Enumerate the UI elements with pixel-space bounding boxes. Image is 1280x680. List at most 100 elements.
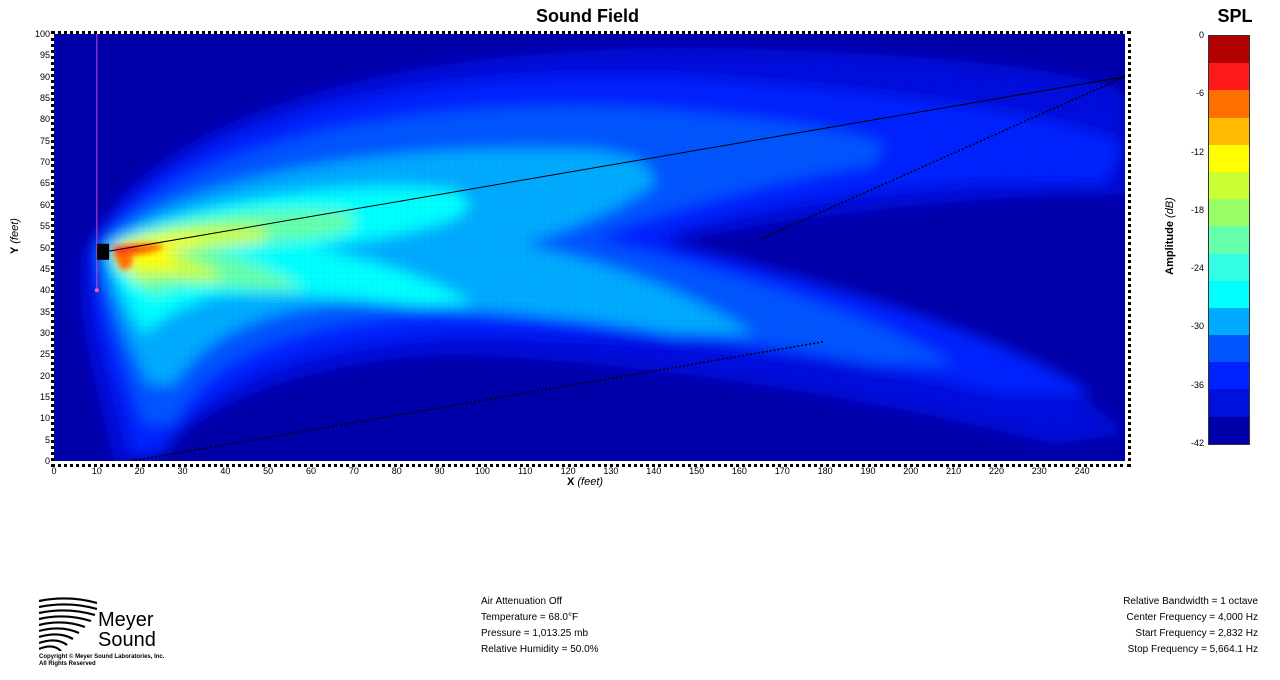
x-tick-label: 90	[434, 466, 445, 476]
colorbar-tick-label: 0	[1198, 30, 1204, 40]
y-tick-label: 100	[34, 29, 50, 39]
y-axis-label-text: Y	[9, 246, 21, 254]
colorbar-band	[1209, 307, 1249, 336]
colorbar-band	[1209, 36, 1249, 64]
x-tick-label: 240	[1074, 466, 1090, 476]
colorbar-axis-label-text: Amplitude	[1164, 221, 1176, 275]
x-axis-label: X (feet)	[540, 476, 630, 488]
x-tick-label: 180	[817, 466, 833, 476]
x-axis-unit: (feet)	[577, 476, 604, 488]
logo-rights-line: All Rights Reserved	[39, 661, 96, 667]
field-level-regions	[54, 34, 1125, 461]
x-tick-label: 50	[263, 466, 274, 476]
colorbar-band	[1209, 253, 1249, 281]
aim-line-top	[105, 76, 1125, 253]
logo-line-2: Sound	[98, 629, 156, 651]
y-tick-label: 25	[39, 349, 50, 360]
plot-frame	[51, 31, 1131, 467]
colorbar-band	[1209, 335, 1249, 363]
x-tick-label: 10	[91, 466, 102, 476]
y-tick-label: 10	[39, 413, 50, 424]
aim-line-right	[760, 76, 1125, 240]
y-tick-label: 85	[39, 93, 50, 104]
x-tick-label: 60	[306, 466, 317, 476]
y-tick-label: 70	[39, 157, 50, 168]
x-tick-label: 80	[391, 466, 402, 476]
x-tick-label: 230	[1031, 466, 1047, 476]
x-tick-label: 190	[860, 466, 876, 476]
colorbar-tick-label: -12	[1190, 146, 1204, 157]
y-tick-label: 95	[39, 50, 50, 61]
colorbar-tick-label: -18	[1190, 204, 1204, 215]
y-tick-label: 80	[39, 114, 50, 125]
y-tick-label: 55	[39, 221, 50, 232]
y-axis-label: Y (feet)	[9, 211, 21, 261]
x-tick-label: 170	[774, 466, 790, 476]
logo-line-1: Meyer	[98, 609, 154, 631]
x-axis-label-text: X	[566, 476, 575, 488]
x-tick-label: 220	[988, 466, 1004, 476]
speaker-origin-marker	[94, 288, 99, 293]
bandwidth-text: Relative Bandwidth = 1 octave	[1123, 596, 1258, 607]
y-tick-label: 0	[44, 456, 50, 466]
colorbar-tick-label: -30	[1190, 321, 1204, 332]
colorbar-band	[1209, 117, 1249, 145]
temperature-text: Temperature = 68.0°F	[481, 612, 579, 623]
colorbar-band	[1209, 226, 1249, 254]
aim-line-bottom	[130, 340, 826, 461]
colorbar-band	[1209, 90, 1249, 118]
x-tick-label: 30	[177, 466, 188, 476]
y-tick-label: 35	[39, 306, 50, 317]
sound-field-plot[interactable]	[54, 34, 1125, 461]
chart-title: Sound Field	[536, 6, 639, 26]
meyer-sound-logo-icon	[39, 597, 97, 651]
x-tick-label: 0	[51, 466, 57, 476]
start-frequency-text: Start Frequency = 2,832 Hz	[1135, 628, 1258, 639]
logo-copyright: Copyright © Meyer Sound Laboratories, In…	[39, 654, 164, 668]
y-axis-unit: (feet)	[9, 218, 21, 244]
x-tick-label: 130	[603, 466, 619, 476]
y-tick-label: 45	[39, 263, 50, 274]
colorbar-tick-label: -36	[1190, 379, 1204, 390]
y-tick-label: 75	[39, 135, 50, 146]
y-tick-label: 40	[39, 285, 50, 296]
y-tick-label: 20	[39, 370, 50, 381]
grid-stairs-overlay	[54, 34, 1125, 461]
x-tick-label: 140	[646, 466, 662, 476]
speaker-array-marker	[97, 243, 110, 260]
logo-copyright-line: Copyright © Meyer Sound Laboratories, In…	[39, 654, 165, 660]
colorbar-axis-unit: (dB)	[1164, 197, 1176, 218]
x-tick-label: 40	[220, 466, 231, 476]
colorbar-tick-label: -42	[1190, 438, 1204, 448]
y-tick-label: 65	[39, 178, 50, 189]
logo-wordmark: Meyer Sound	[98, 610, 156, 650]
x-tick-label: 70	[348, 466, 359, 476]
y-tick-label: 5	[44, 434, 50, 445]
colorbar-band	[1209, 389, 1249, 417]
pressure-text: Pressure = 1,013.25 mb	[481, 628, 589, 639]
stop-frequency-text: Stop Frequency = 5,664.1 Hz	[1127, 644, 1258, 655]
air-attenuation-text: Air Attenuation Off	[481, 596, 562, 607]
x-tick-label: 110	[518, 466, 533, 476]
colorbar-band	[1209, 362, 1249, 390]
x-tick-label: 100	[474, 466, 490, 476]
colorbar-tick-label: -6	[1195, 88, 1204, 99]
colorbar	[1208, 35, 1250, 445]
x-tick-label: 120	[560, 466, 576, 476]
x-tick-label: 150	[689, 466, 705, 476]
colorbar-band	[1209, 199, 1249, 227]
y-tick-label: 15	[39, 391, 50, 402]
colorbar-band	[1209, 171, 1249, 200]
center-frequency-text: Center Frequency = 4,000 Hz	[1126, 612, 1258, 623]
colorbar-tick-label: -24	[1190, 263, 1204, 274]
speaker-geometry	[94, 34, 1125, 461]
colorbar-axis-label: Amplitude (dB)	[1164, 166, 1176, 306]
colorbar-band	[1209, 63, 1249, 91]
colorbar-band	[1209, 280, 1249, 308]
colorbar-band	[1209, 144, 1249, 172]
colorbar-title: SPL	[1217, 6, 1253, 26]
x-tick-label: 20	[134, 466, 145, 476]
y-tick-label: 60	[39, 199, 50, 210]
y-tick-label: 50	[39, 242, 50, 253]
humidity-text: Relative Humidity = 50.0%	[481, 644, 599, 655]
